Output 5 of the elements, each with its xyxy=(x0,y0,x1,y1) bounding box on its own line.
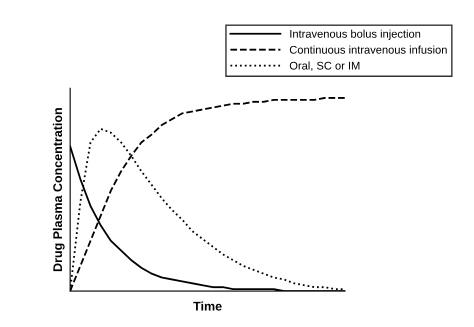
x-axis-title: Time xyxy=(193,301,222,311)
legend-label: Intravenous bolus injection xyxy=(290,30,420,40)
y-axis-title: Drug Plasma Concentration xyxy=(52,108,65,272)
legend-label: Continuous intravenous infusion xyxy=(290,46,447,54)
legend-label: Oral, SC or IM xyxy=(290,61,360,71)
